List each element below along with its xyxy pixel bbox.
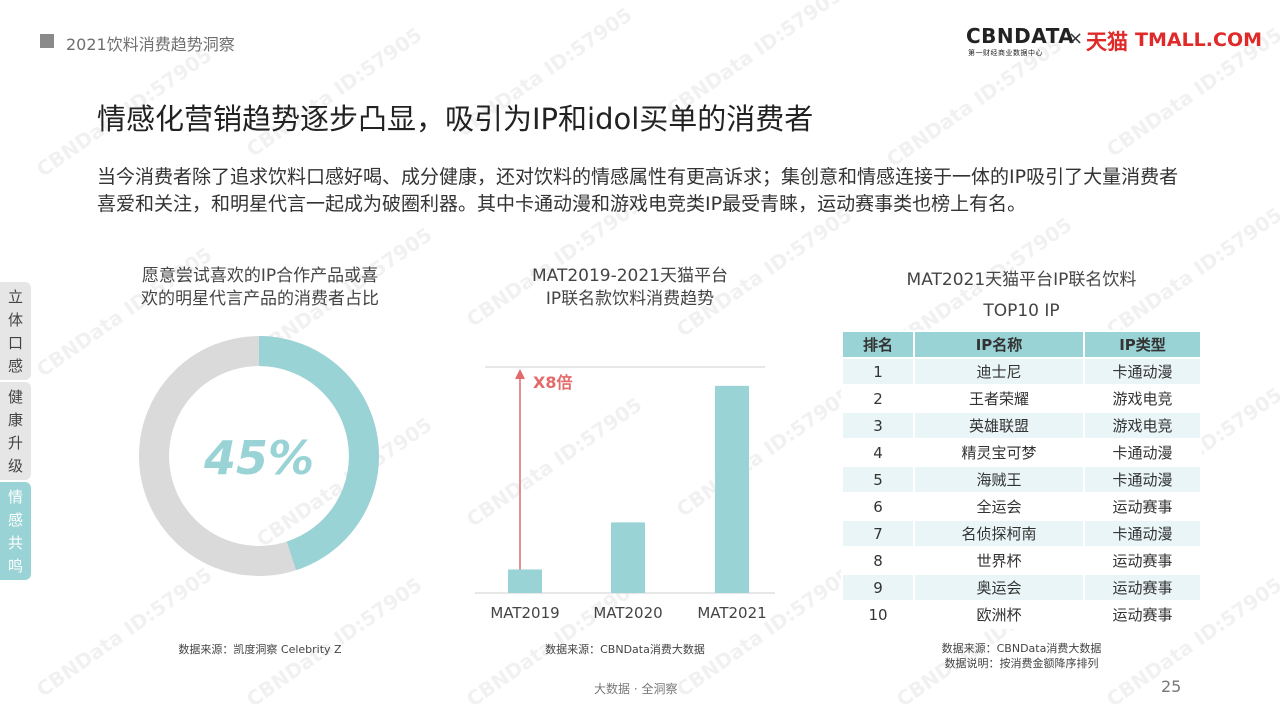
- footer-slogan: 大数据 · 全洞察: [594, 682, 678, 696]
- cell-rank: 9: [841, 573, 915, 602]
- header-square-icon: [40, 34, 54, 48]
- top10-table: 排名 IP名称 IP类型 1 迪士尼 卡通动漫 2 王者荣耀 游戏电竞 3 英雄联盟 游戏电竞 4…: [841, 330, 1202, 629]
- col-header-rank: 排名: [841, 330, 915, 359]
- cell-ip-name: 海贼王: [913, 465, 1085, 494]
- cell-rank: 7: [841, 519, 915, 548]
- cell-ip-name: 王者荣耀: [913, 384, 1085, 413]
- cell-ip-type: 运动赛事: [1083, 546, 1202, 575]
- side-tab-label: 立体口感: [7, 288, 23, 375]
- side-tab-texture[interactable]: 立体口感: [0, 282, 31, 380]
- cbndata-logo-sub: 第一财经商业数据中心: [968, 49, 1043, 57]
- table-row: 7 名侦探柯南 卡通动漫: [841, 519, 1202, 548]
- cell-ip-type: 卡通动漫: [1083, 438, 1202, 467]
- cell-ip-name: 精灵宝可梦: [913, 438, 1085, 467]
- x-tick-label: MAT2021: [697, 604, 766, 622]
- cell-rank: 5: [841, 465, 915, 494]
- cell-ip-name: 全运会: [913, 492, 1085, 521]
- cell-ip-type: 卡通动漫: [1083, 465, 1202, 494]
- bar-chart-title-line: MAT2019-2021天猫平台: [531, 266, 729, 286]
- table-row: 10 欧洲杯 运动赛事: [841, 600, 1202, 629]
- bar-chart-title: MAT2019-2021天猫平台 IP联名款饮料消费趋势: [470, 265, 790, 311]
- growth-arrow-head: [515, 369, 525, 379]
- cell-rank: 2: [841, 384, 915, 413]
- cell-rank: 6: [841, 492, 915, 521]
- bar: [508, 569, 542, 593]
- table-row: 9 奥运会 运动赛事: [841, 573, 1202, 602]
- logo-separator: ×: [1068, 28, 1084, 49]
- intro-paragraph: 当今消费者除了追求饮料口感好喝、成分健康，还对饮料的情感属性有更高诉求；集创意和…: [97, 166, 1179, 215]
- cell-rank: 3: [841, 411, 915, 440]
- tmall-logo-url: TMALL.COM: [1135, 29, 1263, 51]
- table-source: 数据来源：CBNData消费大数据 数据说明：按消费金额降序排列: [841, 641, 1202, 671]
- bar-chart-title-line: IP联名款饮料消费趋势: [545, 289, 715, 309]
- donut-title: 愿意尝试喜欢的IP合作产品或喜 欢的明星代言产品的消费者占比: [100, 265, 420, 311]
- table-source-line: 数据来源：CBNData消费大数据: [941, 642, 1102, 655]
- side-tab-label: 情感共鸣: [7, 488, 23, 575]
- page-number: 25: [1161, 677, 1182, 696]
- table-source-line: 数据说明：按消费金额降序排列: [944, 657, 1099, 670]
- watermark-text: CBNData ID:57905: [241, 22, 427, 162]
- table-title: MAT2021天猫平台IP联名饮料 TOP10 IP: [841, 269, 1202, 323]
- cell-ip-name: 名侦探柯南: [913, 519, 1085, 548]
- growth-annotation: X8倍: [533, 373, 572, 392]
- cell-ip-type: 卡通动漫: [1083, 519, 1202, 548]
- table-title-line: TOP10 IP: [983, 301, 1060, 321]
- cell-ip-type: 运动赛事: [1083, 492, 1202, 521]
- cell-ip-type: 游戏电竞: [1083, 411, 1202, 440]
- table-row: 4 精灵宝可梦 卡通动漫: [841, 438, 1202, 467]
- table-title-line: MAT2021天猫平台IP联名饮料: [906, 270, 1137, 290]
- table-row: 1 迪士尼 卡通动漫: [841, 357, 1202, 386]
- cell-rank: 1: [841, 357, 915, 386]
- cell-rank: 10: [841, 600, 915, 629]
- cell-ip-name: 英雄联盟: [913, 411, 1085, 440]
- side-tab-label: 健康升级: [7, 388, 23, 475]
- donut-source: 数据来源：凯度洞察 Celebrity Z: [178, 643, 342, 656]
- cell-ip-type: 卡通动漫: [1083, 357, 1202, 386]
- side-tab-health[interactable]: 健康升级: [0, 382, 31, 480]
- donut-chart: [139, 336, 379, 576]
- table-row: 8 世界杯 运动赛事: [841, 546, 1202, 575]
- col-header-ip-name: IP名称: [913, 330, 1085, 359]
- donut-title-line: 欢的明星代言产品的消费者占比: [141, 289, 379, 309]
- x-tick-label: MAT2020: [593, 604, 662, 622]
- side-tab-emotion[interactable]: 情感共鸣: [0, 482, 31, 580]
- cell-ip-name: 迪士尼: [913, 357, 1085, 386]
- donut-value-label: 45%: [203, 431, 315, 485]
- watermark-text: CBNData ID:57905: [31, 562, 217, 702]
- x-tick-label: MAT2019: [490, 604, 559, 622]
- bar: [715, 385, 749, 593]
- cell-ip-name: 欧洲杯: [913, 600, 1085, 629]
- report-title: 2021饮料消费趋势洞察: [66, 35, 235, 54]
- donut-title-line: 愿意尝试喜欢的IP合作产品或喜: [141, 266, 379, 286]
- cell-ip-name: 世界杯: [913, 546, 1085, 575]
- cbndata-logo: CBNDATA: [966, 24, 1075, 48]
- table-row: 6 全运会 运动赛事: [841, 492, 1202, 521]
- cell-ip-name: 奥运会: [913, 573, 1085, 602]
- bar: [611, 522, 645, 593]
- cell-rank: 4: [841, 438, 915, 467]
- cell-ip-type: 游戏电竞: [1083, 384, 1202, 413]
- bar-chart: MAT2019 MAT2020 MAT2021 X8倍: [475, 366, 775, 622]
- donut-arc: [258, 336, 379, 571]
- col-header-ip-type: IP类型: [1083, 330, 1202, 359]
- cell-ip-type: 运动赛事: [1083, 600, 1202, 629]
- tmall-logo: 天猫: [1086, 30, 1128, 54]
- table-header-row: 排名 IP名称 IP类型: [841, 330, 1202, 359]
- brand-logo: CBNDATA 第一财经商业数据中心 × 天猫 TMALL.COM: [966, 24, 1262, 60]
- bar-chart-source: 数据来源：CBNData消费大数据: [545, 643, 705, 656]
- cell-rank: 8: [841, 546, 915, 575]
- table-row: 2 王者荣耀 游戏电竞: [841, 384, 1202, 413]
- table-row: 5 海贼王 卡通动漫: [841, 465, 1202, 494]
- cell-ip-type: 运动赛事: [1083, 573, 1202, 602]
- table-row: 3 英雄联盟 游戏电竞: [841, 411, 1202, 440]
- page-title: 情感化营销趋势逐步凸显，吸引为IP和idol买单的消费者: [97, 102, 814, 136]
